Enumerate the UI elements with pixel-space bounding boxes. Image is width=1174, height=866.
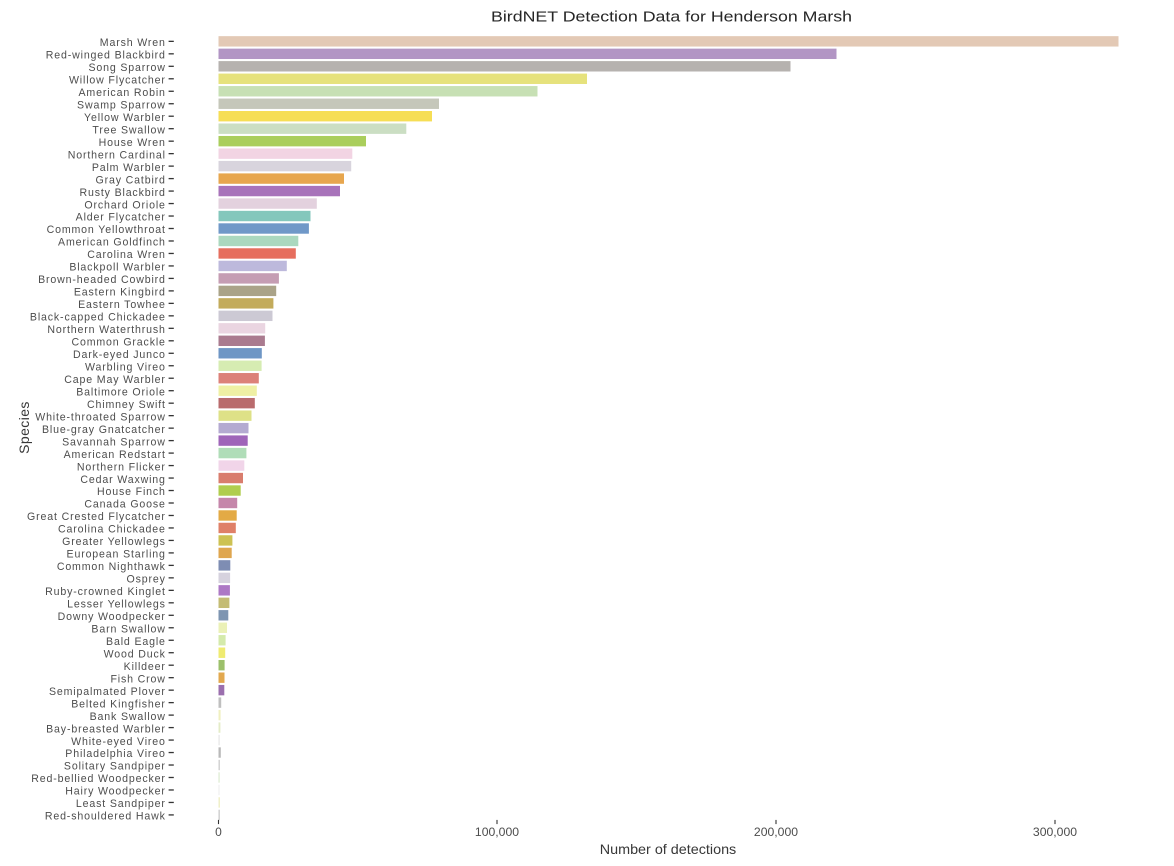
- svg-text:BirdNET Detection Data for Hen: BirdNET Detection Data for Henderson Mar…: [491, 8, 852, 25]
- svg-text:Red-shouldered Hawk: Red-shouldered Hawk: [45, 811, 166, 823]
- svg-text:Carolina Wren: Carolina Wren: [87, 249, 166, 261]
- svg-text:Barn Swallow: Barn Swallow: [91, 623, 165, 635]
- svg-text:Carolina Chickadee: Carolina Chickadee: [58, 524, 166, 536]
- svg-text:Warbling Vireo: Warbling Vireo: [85, 361, 166, 373]
- svg-text:Northern Flicker: Northern Flicker: [77, 461, 166, 473]
- svg-text:Common Yellowthroat: Common Yellowthroat: [47, 224, 166, 236]
- svg-text:Baltimore Oriole: Baltimore Oriole: [76, 386, 166, 398]
- svg-text:Swamp Sparrow: Swamp Sparrow: [77, 99, 166, 111]
- svg-text:Great Crested Flycatcher: Great Crested Flycatcher: [27, 511, 166, 523]
- svg-text:House Wren: House Wren: [99, 137, 166, 149]
- svg-text:Cape May Warbler: Cape May Warbler: [64, 374, 166, 386]
- svg-text:Ruby-crowned Kinglet: Ruby-crowned Kinglet: [45, 586, 166, 598]
- svg-text:Yellow Warbler: Yellow Warbler: [84, 112, 166, 124]
- svg-text:100,000: 100,000: [475, 825, 520, 839]
- svg-text:Black-capped Chickadee: Black-capped Chickadee: [30, 312, 166, 324]
- svg-text:White-eyed Vireo: White-eyed Vireo: [71, 736, 166, 748]
- svg-text:House Finch: House Finch: [97, 486, 166, 498]
- svg-text:Killdeer: Killdeer: [124, 661, 166, 673]
- svg-text:White-throated Sparrow: White-throated Sparrow: [35, 411, 166, 423]
- svg-text:Hairy Woodpecker: Hairy Woodpecker: [65, 786, 166, 798]
- svg-text:300,000: 300,000: [1033, 825, 1078, 839]
- svg-text:Eastern Kingbird: Eastern Kingbird: [74, 287, 166, 299]
- svg-text:Blue-gray Gnatcatcher: Blue-gray Gnatcatcher: [42, 424, 166, 436]
- svg-text:Philadelphia Vireo: Philadelphia Vireo: [65, 748, 166, 760]
- svg-text:Canada Goose: Canada Goose: [84, 499, 165, 511]
- svg-text:Wood Duck: Wood Duck: [104, 648, 166, 660]
- svg-text:Savannah Sparrow: Savannah Sparrow: [62, 436, 166, 448]
- svg-text:Common Grackle: Common Grackle: [71, 337, 165, 349]
- svg-text:Eastern Towhee: Eastern Towhee: [78, 299, 166, 311]
- svg-text:Bald Eagle: Bald Eagle: [106, 636, 166, 648]
- svg-text:Cedar Waxwing: Cedar Waxwing: [80, 474, 165, 486]
- svg-text:Chimney Swift: Chimney Swift: [87, 399, 166, 411]
- svg-text:European Starling: European Starling: [67, 549, 166, 561]
- svg-text:Number of detections: Number of detections: [600, 841, 737, 857]
- svg-text:Downy Woodpecker: Downy Woodpecker: [58, 611, 166, 623]
- svg-text:Orchard Oriole: Orchard Oriole: [84, 199, 165, 211]
- svg-text:Lesser Yellowlegs: Lesser Yellowlegs: [67, 599, 166, 611]
- svg-text:Northern Cardinal: Northern Cardinal: [68, 149, 166, 161]
- svg-text:Palm Warbler: Palm Warbler: [92, 162, 166, 174]
- svg-text:Greater Yellowlegs: Greater Yellowlegs: [62, 536, 166, 548]
- svg-text:Osprey: Osprey: [127, 574, 166, 586]
- svg-text:Tree Swallow: Tree Swallow: [92, 124, 165, 136]
- svg-text:Red-bellied Woodpecker: Red-bellied Woodpecker: [31, 773, 166, 785]
- svg-text:Least Sandpiper: Least Sandpiper: [76, 798, 166, 810]
- svg-text:0: 0: [215, 825, 222, 839]
- svg-text:Willow Flycatcher: Willow Flycatcher: [69, 74, 166, 86]
- svg-text:Gray Catbird: Gray Catbird: [96, 174, 166, 186]
- svg-text:Brown-headed Cowbird: Brown-headed Cowbird: [38, 274, 166, 286]
- svg-text:Marsh Wren: Marsh Wren: [100, 37, 166, 49]
- svg-text:Semipalmated Plover: Semipalmated Plover: [49, 686, 166, 698]
- svg-text:Dark-eyed Junco: Dark-eyed Junco: [73, 349, 166, 361]
- svg-text:Blackpoll Warbler: Blackpoll Warbler: [69, 262, 165, 274]
- svg-text:Fish Crow: Fish Crow: [110, 673, 165, 685]
- svg-text:Belted Kingfisher: Belted Kingfisher: [71, 698, 166, 710]
- svg-text:Common Nighthawk: Common Nighthawk: [57, 561, 166, 573]
- svg-text:Rusty Blackbird: Rusty Blackbird: [79, 187, 165, 199]
- svg-text:American Goldfinch: American Goldfinch: [58, 237, 166, 249]
- svg-text:Song Sparrow: Song Sparrow: [88, 62, 165, 74]
- svg-text:Alder Flycatcher: Alder Flycatcher: [76, 212, 166, 224]
- svg-text:Solitary Sandpiper: Solitary Sandpiper: [64, 761, 166, 773]
- svg-text:American Redstart: American Redstart: [64, 449, 166, 461]
- svg-text:Species: Species: [16, 401, 32, 454]
- svg-text:American Robin: American Robin: [79, 87, 166, 99]
- svg-text:Bay-breasted Warbler: Bay-breasted Warbler: [46, 723, 166, 735]
- svg-text:Northern Waterthrush: Northern Waterthrush: [47, 324, 165, 336]
- svg-text:Red-winged Blackbird: Red-winged Blackbird: [46, 50, 166, 62]
- svg-text:200,000: 200,000: [754, 825, 799, 839]
- svg-text:Bank Swallow: Bank Swallow: [90, 711, 166, 723]
